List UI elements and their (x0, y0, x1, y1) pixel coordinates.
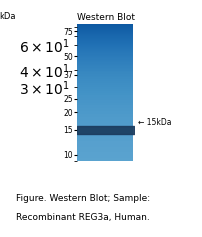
Y-axis label: kDa: kDa (0, 12, 16, 21)
Text: Recombinant REG3a, Human.: Recombinant REG3a, Human. (16, 213, 149, 222)
Text: ← 15kDa: ← 15kDa (137, 118, 171, 127)
Text: Figure. Western Blot; Sample:: Figure. Western Blot; Sample: (16, 194, 150, 203)
Title: Western Blot: Western Blot (76, 13, 134, 22)
